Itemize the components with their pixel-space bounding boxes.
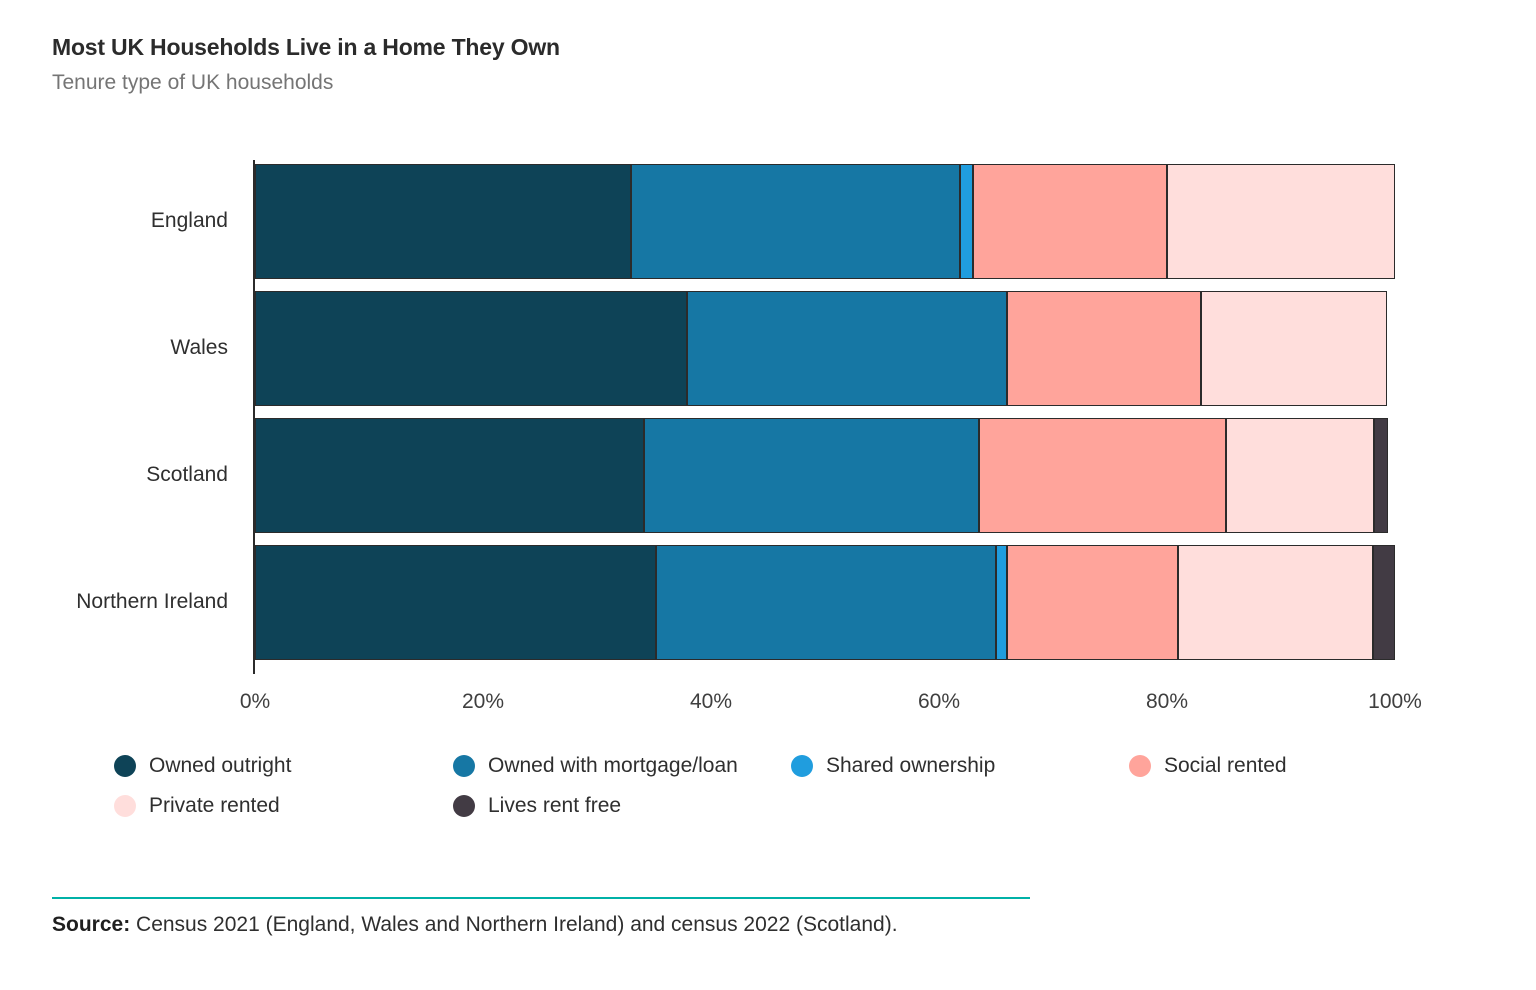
legend-swatch-icon — [114, 795, 136, 817]
legend-swatch-icon — [453, 755, 475, 777]
category-label-england: England — [150, 208, 228, 232]
chart-subtitle: Tenure type of UK households — [52, 71, 334, 94]
bar-track — [255, 164, 1395, 279]
x-tick-label: 20% — [461, 690, 505, 713]
bar-segment-shared-ownership — [959, 164, 974, 279]
bar-segment-private-rented — [1201, 291, 1387, 406]
bar-segment-private-rented — [1226, 418, 1375, 533]
legend-label: Private rented — [149, 794, 280, 817]
legend-swatch-icon — [453, 795, 475, 817]
bar-segment-shared-ownership — [995, 545, 1008, 660]
x-tick-label: 0% — [239, 690, 271, 713]
legend-item-owned-outright: Owned outright — [114, 752, 453, 780]
x-tick-label: 80% — [1145, 690, 1189, 713]
bar-segment-owned-with-mortgage-loan — [643, 418, 979, 533]
bar-segment-owned-outright — [255, 418, 644, 533]
bar-segment-owned-outright — [255, 545, 657, 660]
legend-item-lives-rent-free: Lives rent free — [453, 792, 791, 820]
bar-track — [255, 545, 1395, 660]
y-axis-line — [253, 160, 255, 674]
legend: Owned outright Owned with mortgage/loan Sh… — [114, 752, 1287, 820]
bar-segment-social-rented — [1007, 545, 1179, 660]
legend-item-owned-with-mortgage-loan: Owned with mortgage/loan — [453, 752, 791, 780]
bar-segment-owned-outright — [255, 291, 688, 406]
category-label-northern-ireland: Northern Ireland — [76, 589, 228, 613]
bar-segment-lives-rent-free — [1374, 418, 1389, 533]
x-tick-label: 40% — [689, 690, 733, 713]
bar-segment-owned-with-mortgage-loan — [687, 291, 1008, 406]
bar-row-wales — [255, 291, 1387, 406]
bar-track — [255, 291, 1387, 406]
bar-segment-social-rented — [1007, 291, 1202, 406]
source-note: Source: Census 2021 (England, Wales and … — [52, 913, 898, 937]
bar-track — [255, 418, 1389, 533]
category-label-scotland: Scotland — [146, 462, 228, 486]
bar-segment-owned-with-mortgage-loan — [656, 545, 996, 660]
legend-swatch-icon — [114, 755, 136, 777]
source-text: Census 2021 (England, Wales and Northern… — [130, 913, 898, 936]
x-axis: 0% 20% 40% 60% 80% 100% — [240, 690, 1422, 720]
x-tick-label: 100% — [1368, 690, 1422, 713]
bar-segment-lives-rent-free — [1373, 545, 1395, 660]
legend-label: Owned with mortgage/loan — [488, 754, 738, 777]
category-label-wales: Wales — [170, 335, 228, 359]
bar-segment-private-rented — [1166, 164, 1395, 279]
x-tick-label: 60% — [917, 690, 961, 713]
bar-segment-owned-outright — [255, 164, 632, 279]
legend-item-social-rented: Social rented — [1129, 752, 1287, 780]
source-label: Source: — [52, 913, 131, 936]
legend-swatch-icon — [1129, 755, 1151, 777]
footer-rule — [52, 897, 1030, 899]
legend-label: Lives rent free — [488, 794, 622, 817]
legend-item-shared-ownership: Shared ownership — [791, 752, 1129, 780]
legend-label: Social rented — [1164, 754, 1287, 777]
bar-row-england — [255, 164, 1395, 279]
bar-row-scotland — [255, 418, 1389, 533]
legend-label: Owned outright — [149, 754, 292, 777]
legend-label: Shared ownership — [826, 754, 996, 777]
bar-segment-owned-with-mortgage-loan — [631, 164, 960, 279]
chart-title: Most UK Households Live in a Home They O… — [52, 34, 560, 60]
bar-segment-private-rented — [1178, 545, 1374, 660]
bar-row-northern-ireland — [255, 545, 1395, 660]
bar-segment-social-rented — [978, 418, 1227, 533]
legend-swatch-icon — [791, 755, 813, 777]
legend-item-private-rented: Private rented — [114, 792, 453, 820]
bar-segment-social-rented — [973, 164, 1167, 279]
